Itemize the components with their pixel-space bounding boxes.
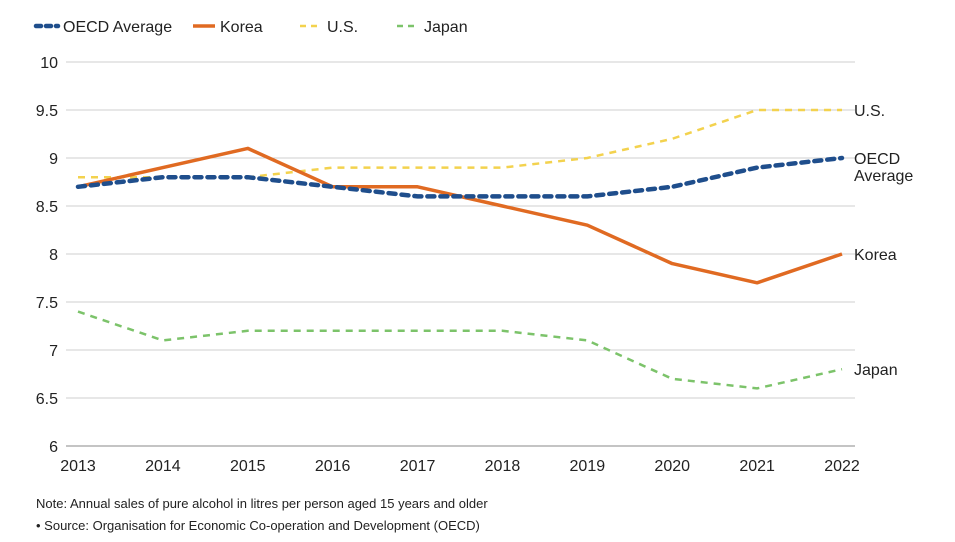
y-tick-label: 8.5	[36, 199, 58, 216]
x-tick-label: 2022	[824, 458, 860, 475]
series-line-oecd-average	[75, 155, 845, 199]
x-tick-label: 2013	[60, 458, 96, 475]
y-tick-label: 9	[49, 151, 58, 168]
series-end-label: Japan	[854, 362, 898, 379]
x-tick-label: 2017	[400, 458, 436, 475]
legend-label: OECD Average	[63, 19, 172, 36]
x-tick-label: 2016	[315, 458, 351, 475]
x-tick-label: 2015	[230, 458, 266, 475]
chart-note: Note: Annual sales of pure alcohol in li…	[36, 496, 488, 511]
series-end-label: U.S.	[854, 103, 885, 120]
series-end-label: Average	[854, 168, 913, 185]
x-tick-label: 2021	[739, 458, 775, 475]
chart-source: • Source: Organisation for Economic Co-o…	[36, 518, 480, 533]
x-tick-label: 2020	[654, 458, 690, 475]
y-tick-label: 10	[40, 55, 58, 72]
x-tick-label: 2019	[570, 458, 606, 475]
y-tick-label: 9.5	[36, 103, 58, 120]
series-line-japan	[77, 310, 843, 390]
y-tick-label: 7.5	[36, 295, 58, 312]
x-tick-label: 2014	[145, 458, 181, 475]
series-line-u-s-	[78, 108, 842, 179]
legend-label: U.S.	[327, 19, 358, 36]
legend-label: Korea	[220, 19, 263, 36]
y-tick-label: 6	[49, 439, 58, 456]
series-end-label: OECD	[854, 151, 900, 168]
y-tick-label: 7	[49, 343, 58, 360]
legend-label: Japan	[424, 19, 468, 36]
y-tick-label: 8	[49, 247, 58, 264]
series-end-label: Korea	[854, 247, 897, 264]
y-tick-label: 6.5	[36, 391, 58, 408]
x-tick-label: 2018	[485, 458, 521, 475]
